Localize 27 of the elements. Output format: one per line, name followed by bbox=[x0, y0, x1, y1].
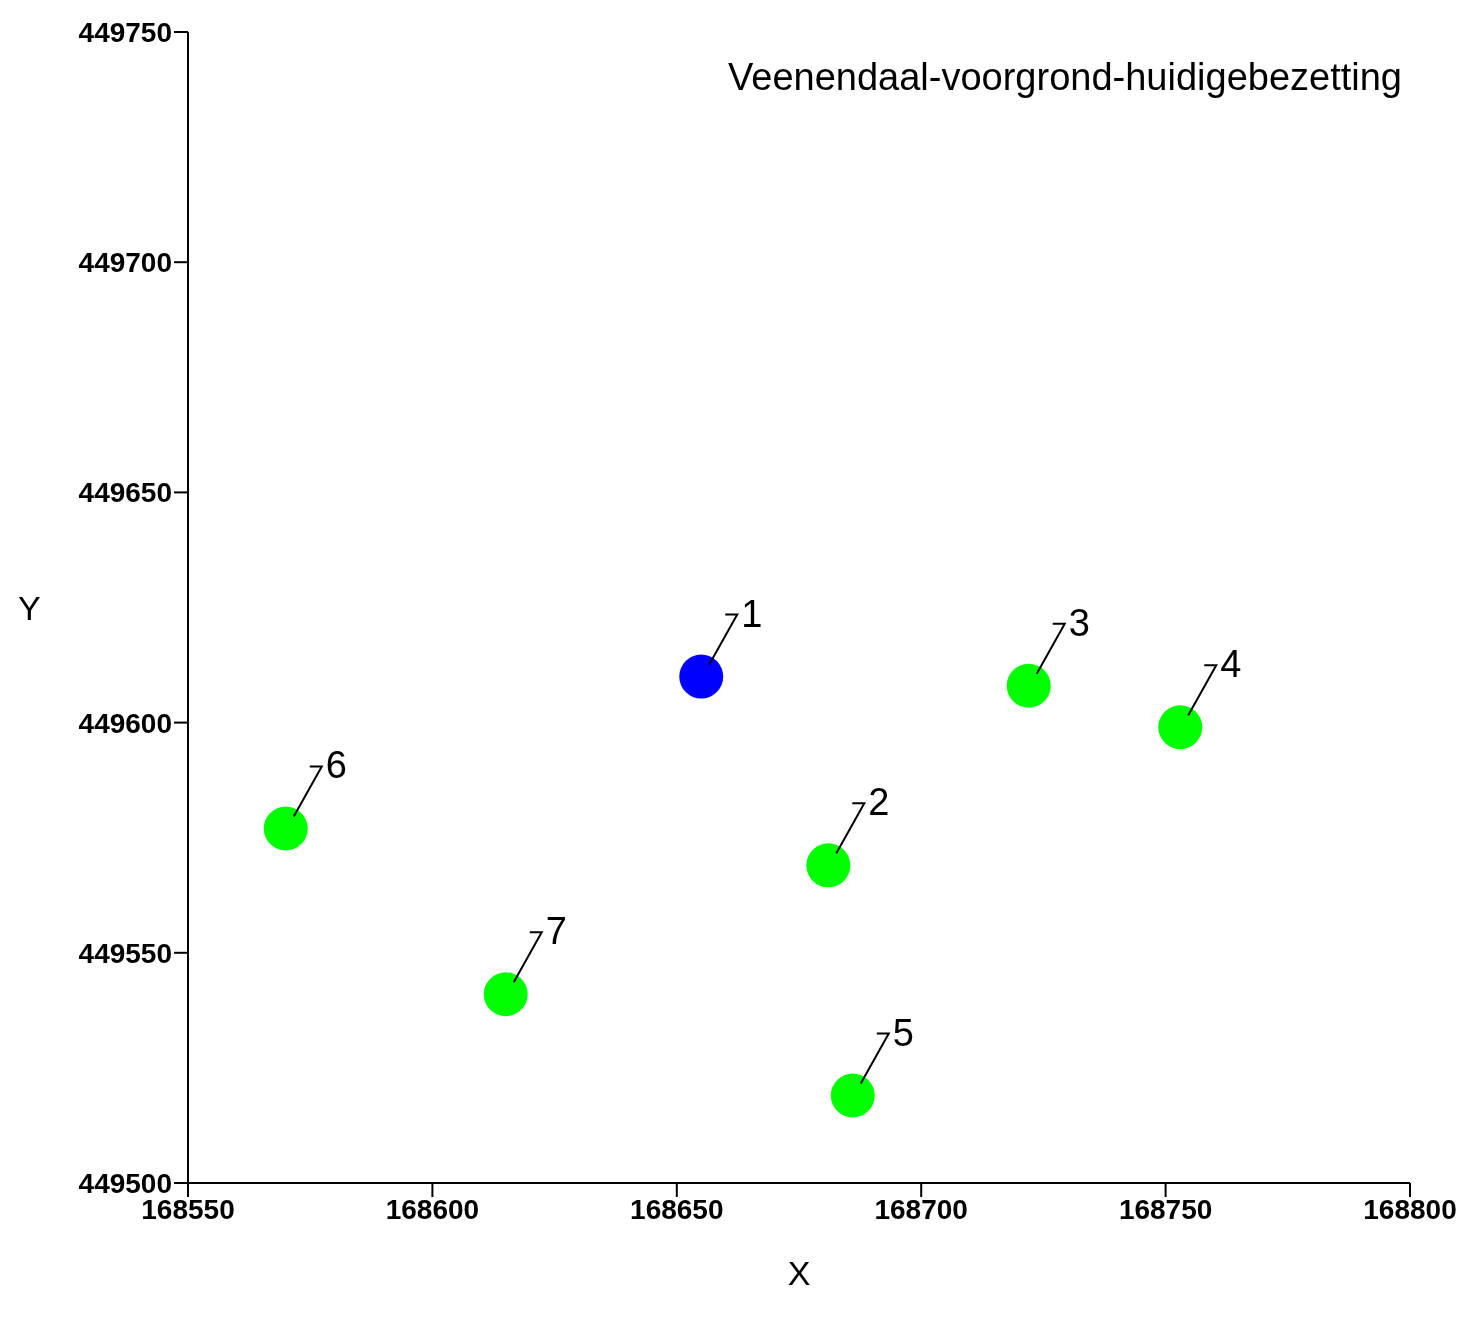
annotation: 1 bbox=[741, 592, 763, 635]
annotation: 2 bbox=[868, 781, 890, 824]
y-tick-label: 449600 bbox=[78, 707, 172, 739]
annotation: 3 bbox=[1068, 601, 1090, 644]
y-tick-label: 449700 bbox=[78, 247, 172, 279]
point bbox=[679, 654, 724, 699]
y-tick-label: 449650 bbox=[78, 477, 172, 509]
y-tick-label: 449550 bbox=[78, 937, 172, 969]
point bbox=[1158, 705, 1203, 750]
annotation: 7 bbox=[545, 910, 567, 953]
point bbox=[806, 843, 851, 888]
point bbox=[263, 806, 308, 851]
x-tick-label: 168800 bbox=[1363, 1193, 1457, 1225]
point bbox=[1006, 663, 1051, 708]
annotation: 6 bbox=[325, 744, 347, 787]
annotation: 4 bbox=[1220, 643, 1242, 686]
point bbox=[483, 972, 528, 1017]
annotation: 5 bbox=[892, 1011, 914, 1054]
x-tick-label: 168600 bbox=[385, 1193, 480, 1225]
x-tick-label: 168650 bbox=[630, 1193, 724, 1225]
x-axis-title: X bbox=[787, 1254, 811, 1292]
x-tick-label: 168700 bbox=[874, 1193, 968, 1225]
x-tick-label: 168750 bbox=[1118, 1193, 1213, 1225]
point bbox=[830, 1073, 875, 1118]
y-tick-label: 449750 bbox=[78, 16, 172, 48]
y-axis-title: Y bbox=[18, 588, 41, 627]
text: Veenendaal-voorgrond-huidigebezetting bbox=[728, 56, 1402, 99]
